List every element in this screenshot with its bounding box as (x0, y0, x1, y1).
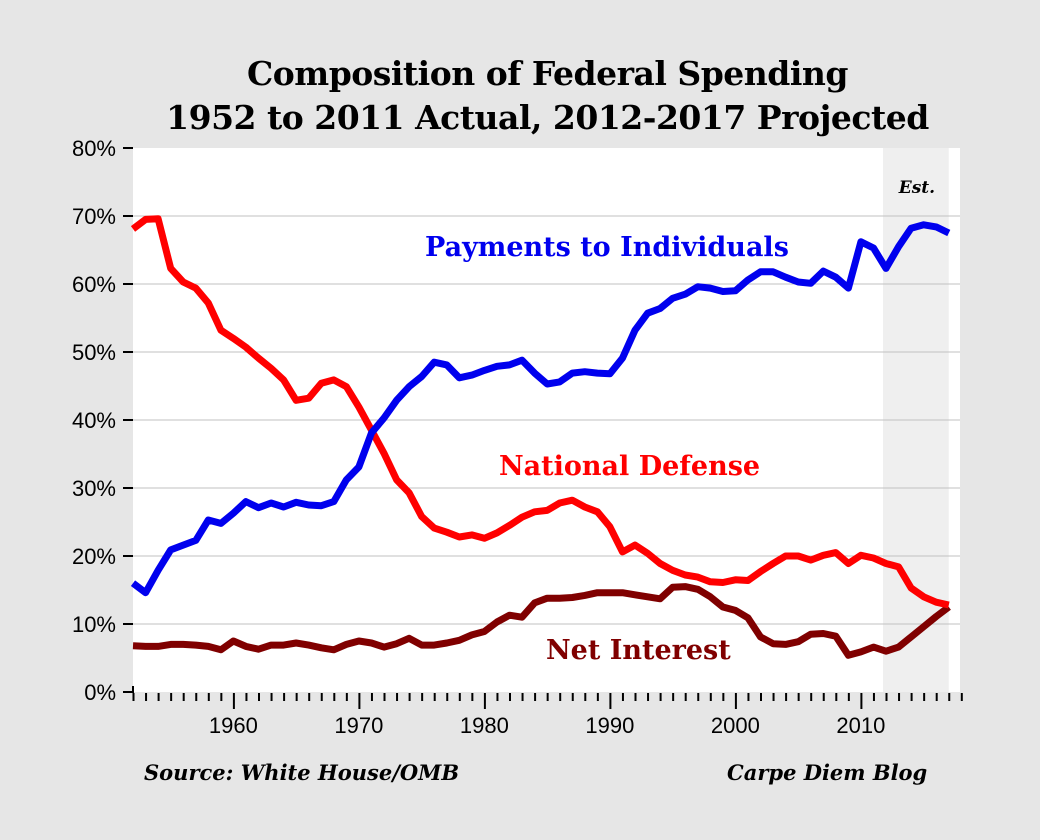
series-line-payments-to-individuals (130, 221, 951, 597)
credit-note: Carpe Diem Blog (727, 760, 928, 785)
chart-title: Composition of Federal Spending (247, 54, 848, 93)
series-lines (130, 215, 951, 659)
x-tick-label: 1970 (334, 713, 383, 738)
source-note: Source: White House/OMB (144, 760, 460, 785)
y-tick-label: 0% (84, 680, 116, 705)
x-axis: 1960 1970 1980 1990 2000 2010 (132, 693, 963, 738)
y-tick-label: 20% (72, 544, 116, 569)
label-payments-to-individuals: Payments to Individuals (425, 232, 789, 263)
chart-subtitle: 1952 to 2011 Actual, 2012-2017 Projected (166, 98, 929, 137)
series-line-net-interest (132, 583, 951, 659)
y-tick-label: 70% (72, 204, 116, 229)
x-tick-label: 2010 (836, 713, 885, 738)
y-tick-label: 30% (72, 476, 116, 501)
chart-title-block: Composition of Federal Spending 1952 to … (0, 52, 1040, 140)
x-tick-label: 1990 (585, 713, 634, 738)
y-tick-label: 50% (72, 340, 116, 365)
y-tick-label: 10% (72, 612, 116, 637)
y-tick-label: 80% (72, 136, 116, 161)
y-tick-label: 40% (72, 408, 116, 433)
series-line-national-defense (130, 215, 950, 609)
projection-label: Est. (898, 178, 935, 198)
x-tick-label: 1980 (460, 713, 509, 738)
y-axis: 0% 10% 20% 30% 40% 50% 60% 70% 80% (72, 136, 134, 705)
x-tick-label: 1960 (209, 713, 258, 738)
label-national-defense: National Defense (499, 451, 760, 482)
label-net-interest: Net Interest (546, 635, 731, 666)
x-tick-label: 2000 (711, 713, 760, 738)
y-tick-label: 60% (72, 272, 116, 297)
